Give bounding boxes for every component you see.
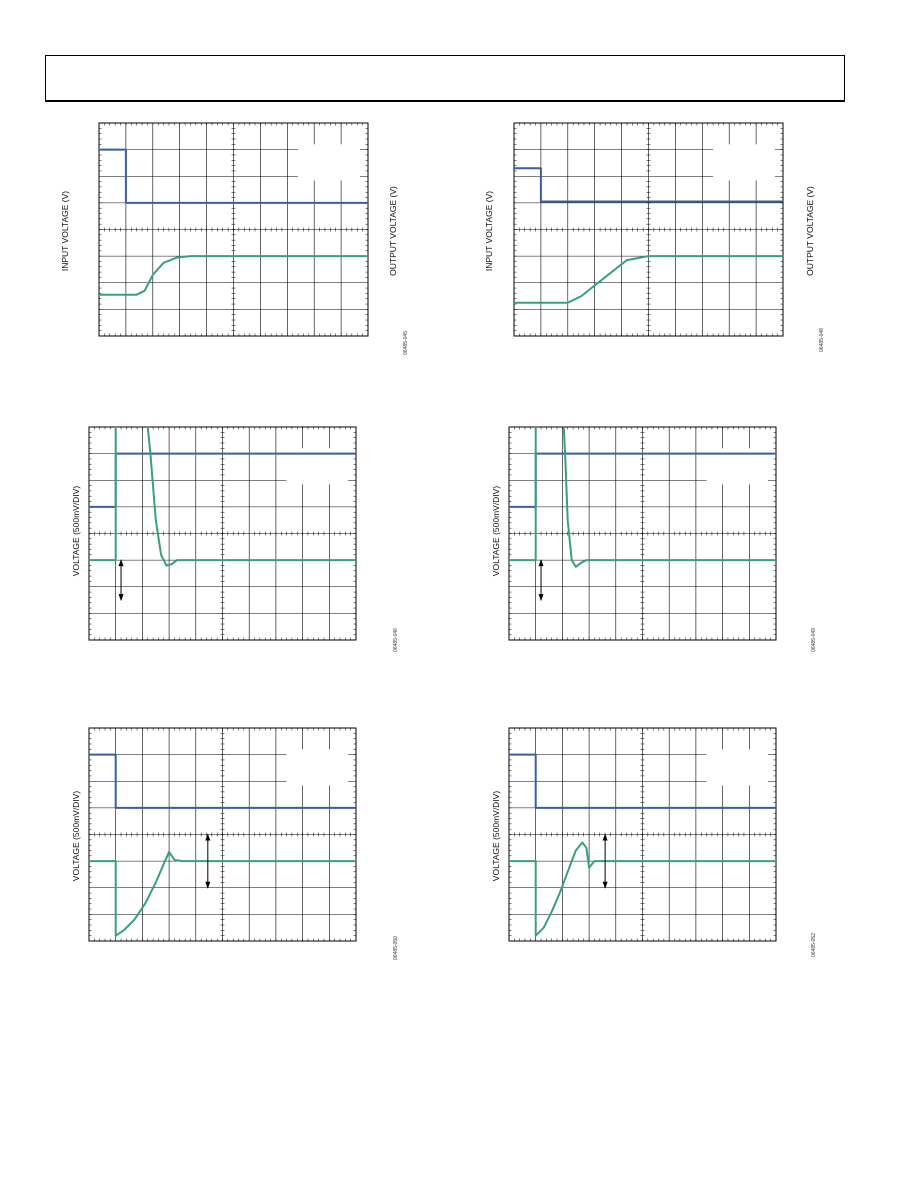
fig1-figure-id: 06485-045 — [403, 331, 409, 355]
fig2-ylabel-right: OUTPUT VOLTAGE (V) — [805, 186, 815, 276]
fig-6-arrow-head-up — [602, 833, 608, 841]
fig-4-double-arrow — [538, 559, 544, 602]
fig-6-plot — [508, 727, 777, 942]
fig-1-plot — [98, 122, 369, 337]
page-header-box — [45, 55, 845, 102]
fig-4-arrow-head-down — [538, 594, 544, 602]
fig-4-series-output-line — [509, 427, 776, 568]
fig-3-series-group — [89, 427, 356, 567]
fig-2-series-input-line — [514, 167, 783, 203]
fig5-figure-id: 06485-050 — [393, 936, 399, 960]
fig2-figure-id: 06485-048 — [819, 328, 825, 352]
fig-2-plot — [513, 122, 784, 337]
fig-2-info-box — [713, 144, 775, 181]
fig-2-series-output-line — [514, 255, 783, 304]
fig-3-arrow-head-up — [118, 559, 124, 567]
fig-3-plot — [88, 426, 357, 641]
fig-3-arrow-head-down — [118, 594, 124, 602]
fig6-ylabel: VOLTAGE (500mV/DIV) — [491, 790, 501, 882]
fig3-figure-id: 06485-046 — [393, 628, 399, 652]
fig6-figure-id: 06485-052 — [811, 933, 817, 957]
fig-1-series-group — [99, 148, 368, 296]
fig2-ylabel-left: INPUT VOLTAGE (V) — [484, 190, 494, 272]
fig-1-series-output-line — [99, 255, 368, 296]
fig-6-series-input-line — [509, 753, 776, 809]
fig5-ylabel: VOLTAGE (500mV/DIV) — [71, 790, 81, 882]
fig4-figure-id: 06485-049 — [811, 628, 817, 652]
fig-5-arrow-head-up — [205, 833, 211, 841]
fig-1-info-box — [298, 144, 360, 181]
fig-5-series-input-line — [89, 753, 356, 809]
fig-4-series-group — [509, 427, 776, 568]
fig-3-double-arrow — [118, 559, 124, 602]
fig4-ylabel: VOLTAGE (500mV/DIV) — [491, 485, 501, 577]
fig-3-series-output-line — [89, 427, 356, 567]
fig-4-arrow-head-up — [538, 559, 544, 567]
fig1-ylabel-right: OUTPUT VOLTAGE (V) — [388, 186, 398, 276]
fig-5-plot — [88, 727, 357, 942]
fig-5-series-group — [89, 753, 356, 937]
fig-6-double-arrow — [602, 833, 608, 889]
fig-5-double-arrow — [205, 833, 211, 889]
fig-1-series-input-line — [99, 148, 368, 204]
fig-4-plot — [508, 426, 777, 641]
fig-5-arrow-head-down — [205, 881, 211, 889]
fig-5-series-output-line — [89, 850, 356, 937]
fig-6-info-box — [706, 749, 768, 786]
fig3-ylabel: VOLTAGE (500mV/DIV) — [71, 485, 81, 577]
fig-5-info-box — [286, 749, 348, 786]
fig-6-arrow-head-down — [602, 881, 608, 889]
fig-2-series-group — [514, 167, 783, 304]
fig1-ylabel-left: INPUT VOLTAGE (V) — [60, 190, 70, 272]
fig-6-series-output-line — [509, 841, 776, 937]
fig-6-series-group — [509, 753, 776, 937]
